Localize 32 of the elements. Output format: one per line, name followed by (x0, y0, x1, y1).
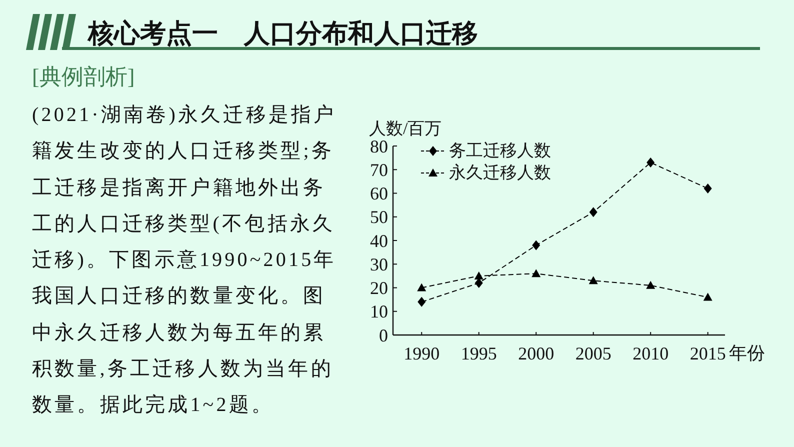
point (474, 278, 483, 288)
legend-label: 务工迁移人数 (449, 140, 551, 162)
x-tick-label: 2005 (575, 343, 612, 364)
x-tick-label: 1995 (460, 343, 497, 364)
y-tick-label: 0 (379, 325, 388, 346)
text: (2021·湖南卷)永久迁移是指户籍发生改变的人口迁移类型;务工迁移是指离开户籍地外出务工的人口迁移类型(不包括永久迁移)。下图示意1990~2015年我国人口迁移的数量变化。图中永久迁移人数为每五年的累积数量,务工迁移人数为当年的数量。据此完成1~2题。 (32, 104, 336, 416)
y-tick-label: 60 (370, 184, 388, 204)
y-tick-label: 30 (370, 254, 388, 274)
point (588, 276, 598, 284)
text: [典例剖析] (32, 63, 135, 91)
point (532, 269, 541, 278)
point (703, 292, 712, 301)
point (589, 207, 598, 218)
legend-label: 永久迁移人数 (449, 162, 551, 184)
x-tick-label: 1990 (404, 343, 440, 364)
point (417, 283, 426, 292)
point (532, 240, 540, 250)
y-tick-label: 40 (370, 230, 388, 251)
y-tick-label: 50 (370, 207, 388, 228)
point (646, 158, 655, 168)
point (704, 184, 712, 194)
x-tick-label: 2010 (632, 343, 669, 364)
chart-title: 核心考点一 人口分布和人口迁移 (88, 18, 478, 50)
y-tick-label: 70 (370, 160, 388, 180)
x-tick-label: 2000 (518, 343, 554, 364)
point (474, 271, 484, 280)
point (646, 280, 656, 289)
point (418, 296, 426, 307)
y-tick-label: 10 (370, 302, 388, 322)
x-tick-label: 2015 (690, 343, 726, 364)
x-axis-title: 年份 (728, 342, 765, 365)
y-tick-label: 20 (370, 278, 388, 298)
